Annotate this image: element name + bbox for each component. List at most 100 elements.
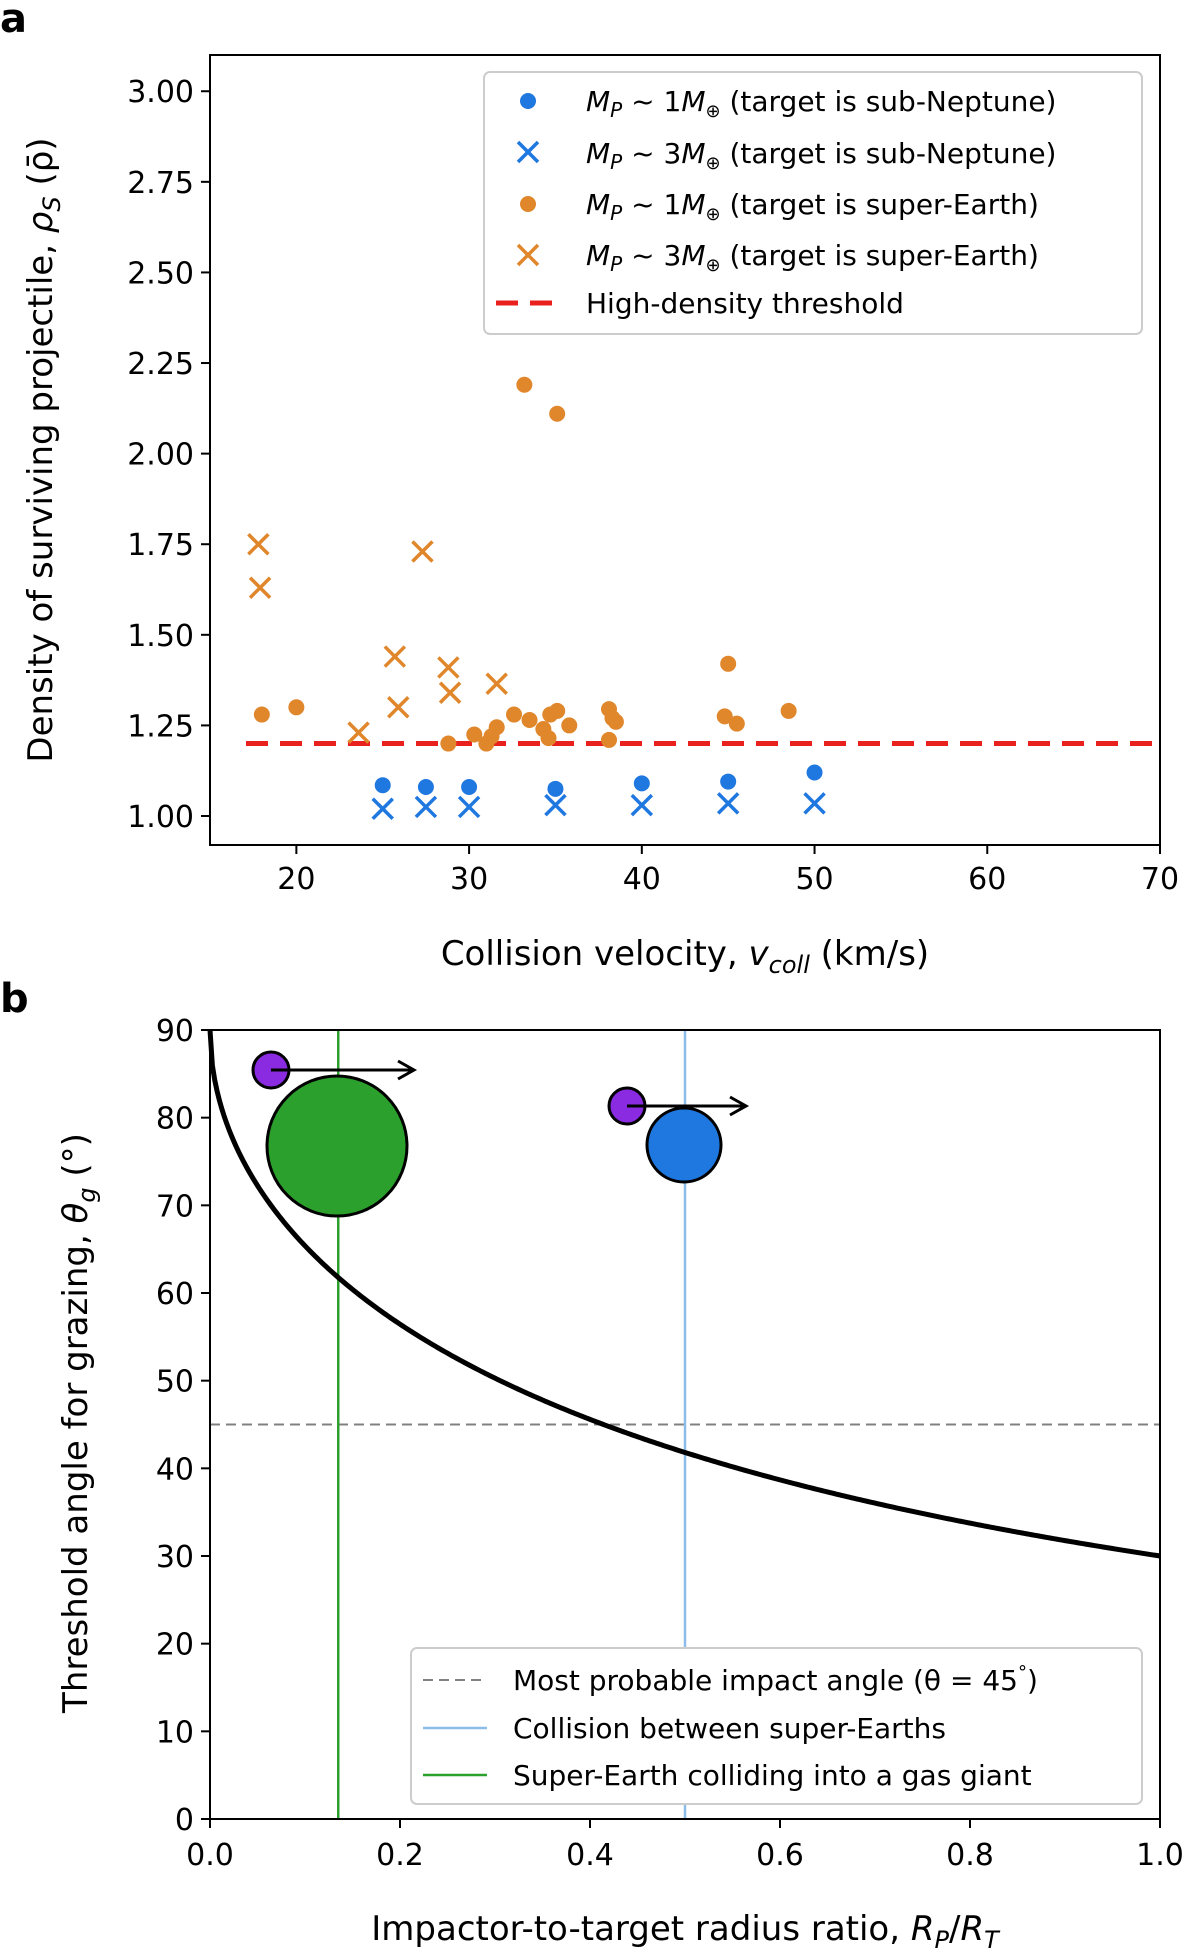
panel-a-x-ticks: 20 30 40 50 60 70 — [277, 845, 1179, 897]
data-point-2 — [521, 711, 538, 728]
panel-a-legend-box — [483, 71, 1143, 335]
legend-marker-superearth-1m — [520, 196, 536, 212]
legend-entry-gas-giant: Super-Earth colliding into a gas giant — [513, 1759, 1032, 1792]
data-point-3 — [248, 576, 272, 599]
panel-b-y-axis-label: Threshold angle for grazing, θg (°) — [56, 1133, 101, 1714]
data-point-3 — [387, 696, 410, 719]
data-point-2 — [728, 715, 745, 732]
data-point-0 — [417, 779, 434, 796]
b-y-tick-label: 90 — [156, 1014, 194, 1049]
panel-a-x-axis-label: Collision velocity, vcoll (km/s) — [441, 934, 929, 979]
panel-b-y-ticks: 0 10 20 30 40 50 60 70 80 90 — [156, 1014, 210, 1838]
b-y-tick-label: 40 — [156, 1452, 194, 1487]
b-x-tick-label: 0.4 — [566, 1838, 614, 1873]
data-point-2 — [607, 713, 624, 730]
data-point-3 — [411, 540, 434, 563]
panel-a-y-axis-label: Density of surviving projectile, ρS (ρ̄) — [21, 137, 66, 762]
data-point-2 — [540, 730, 557, 747]
a-y-tick-label: 2.00 — [127, 438, 194, 473]
data-point-2 — [780, 702, 797, 719]
b-y-tick-label: 20 — [156, 1628, 194, 1663]
panel-a-plot-frame — [209, 54, 1161, 846]
data-point-2 — [516, 376, 533, 393]
b-x-tick-label: 0.8 — [946, 1838, 994, 1873]
a-x-tick-label: 60 — [968, 862, 1006, 897]
legend-entry-most-probable: Most probable impact angle (θ = 45°) — [513, 1662, 1038, 1697]
data-point-0 — [720, 773, 737, 790]
panel-b-chart: 0.0 0.2 0.4 0.6 0.8 1.0 0 10 20 30 40 50 60 70 80 90 I… — [56, 1014, 1184, 1954]
panel-b-x-ticks: 0.0 0.2 0.4 0.6 0.8 1.0 — [186, 1819, 1184, 1873]
data-point-2 — [466, 726, 483, 743]
panel-b-legend-box — [410, 1647, 1143, 1805]
a-x-tick-label: 20 — [277, 862, 315, 897]
legend-entry-subneptune-3m: MP ~ 3M⊕ (target is sub-Neptune) — [586, 137, 1056, 174]
a-y-tick-label: 1.25 — [127, 709, 194, 744]
a-y-tick-label: 1.75 — [127, 528, 194, 563]
data-point-3 — [347, 721, 370, 744]
b-y-tick-label: 80 — [156, 1102, 194, 1137]
data-point-0 — [633, 775, 650, 792]
panel-a-y-ticks: 1.00 1.25 1.50 1.75 2.00 2.25 2.50 2.75 3.00 — [127, 75, 210, 835]
a-y-tick-label: 3.00 — [127, 75, 194, 110]
b-x-tick-label: 0.0 — [186, 1838, 234, 1873]
super-earth-target-circle — [645, 1106, 723, 1184]
gas-giant-arrow-head — [397, 1059, 418, 1081]
gas-giant-collision-illustration — [251, 1050, 418, 1218]
gas-giant-target-circle — [265, 1074, 409, 1218]
data-point-1 — [371, 797, 394, 820]
legend-entry-superearth-1m: MP ~ 1M⊕ (target is super-Earth) — [586, 188, 1039, 225]
data-point-0 — [461, 779, 478, 796]
a-x-tick-label: 40 — [623, 862, 661, 897]
legend-entry-subneptune-1m: MP ~ 1M⊕ (target is sub-Neptune) — [586, 85, 1056, 122]
data-point-1 — [630, 793, 654, 817]
b-y-tick-label: 10 — [156, 1715, 194, 1750]
data-point-1 — [544, 793, 567, 817]
data-point-2 — [549, 405, 566, 422]
data-point-3 — [485, 672, 508, 695]
data-point-3 — [437, 656, 460, 679]
b-y-tick-label: 30 — [156, 1540, 194, 1575]
data-point-2 — [488, 719, 505, 736]
legend-marker-superearth-3m — [516, 243, 540, 267]
data-point-2 — [716, 708, 733, 725]
legend-entry-superearth-3m: MP ~ 3M⊕ (target is super-Earth) — [586, 239, 1039, 276]
data-point-2 — [288, 699, 305, 716]
legend-marker-subneptune-3m — [516, 140, 540, 164]
panel-b-plot-frame — [209, 1029, 1161, 1820]
panel-b-letter: b — [0, 976, 29, 1022]
a-y-tick-label: 2.50 — [127, 256, 194, 291]
super-earth-collision-illustration — [607, 1086, 750, 1184]
data-point-0 — [374, 777, 391, 794]
b-x-tick-label: 1.0 — [1136, 1838, 1184, 1873]
a-y-tick-label: 2.75 — [127, 166, 194, 201]
super-earth-arrow-head — [729, 1095, 750, 1117]
legend-marker-subneptune-1m — [520, 93, 536, 109]
legend-entry-super-earths: Collision between super-Earths — [513, 1712, 946, 1745]
grazing-threshold-curve — [207, 1029, 1161, 1559]
b-x-tick-label: 0.6 — [756, 1838, 804, 1873]
a-x-tick-label: 30 — [450, 862, 488, 897]
data-point-1 — [716, 792, 740, 815]
b-y-tick-label: 0 — [175, 1803, 194, 1838]
legend-entry-threshold: High-density threshold — [586, 287, 904, 320]
a-y-tick-label: 1.00 — [127, 800, 194, 835]
data-point-1 — [414, 795, 438, 819]
data-point-1 — [803, 792, 826, 815]
panel-b-legend: Most probable impact angle (θ = 45°) Col… — [410, 1647, 1143, 1805]
panel-a-chart: 20 30 40 50 60 70 1.00 1.25 1.50 1.75 2.00 2.25 2.5… — [21, 54, 1179, 979]
a-x-tick-label: 50 — [795, 862, 833, 897]
a-y-tick-label: 2.25 — [127, 347, 194, 382]
b-x-tick-label: 0.2 — [376, 1838, 424, 1873]
data-point-2 — [561, 717, 578, 734]
data-point-3 — [247, 532, 270, 556]
b-y-tick-label: 60 — [156, 1277, 194, 1312]
data-point-2 — [720, 655, 737, 672]
data-point-2 — [506, 706, 522, 723]
panel-b-x-axis-label: Impactor-to-target radius ratio, RP/RT — [371, 1909, 1001, 1954]
data-point-2 — [601, 731, 617, 748]
b-y-tick-label: 70 — [156, 1189, 194, 1224]
data-point-3 — [383, 645, 407, 668]
a-x-tick-label: 70 — [1141, 862, 1179, 897]
data-point-2 — [440, 735, 457, 752]
data-point-0 — [806, 764, 823, 781]
